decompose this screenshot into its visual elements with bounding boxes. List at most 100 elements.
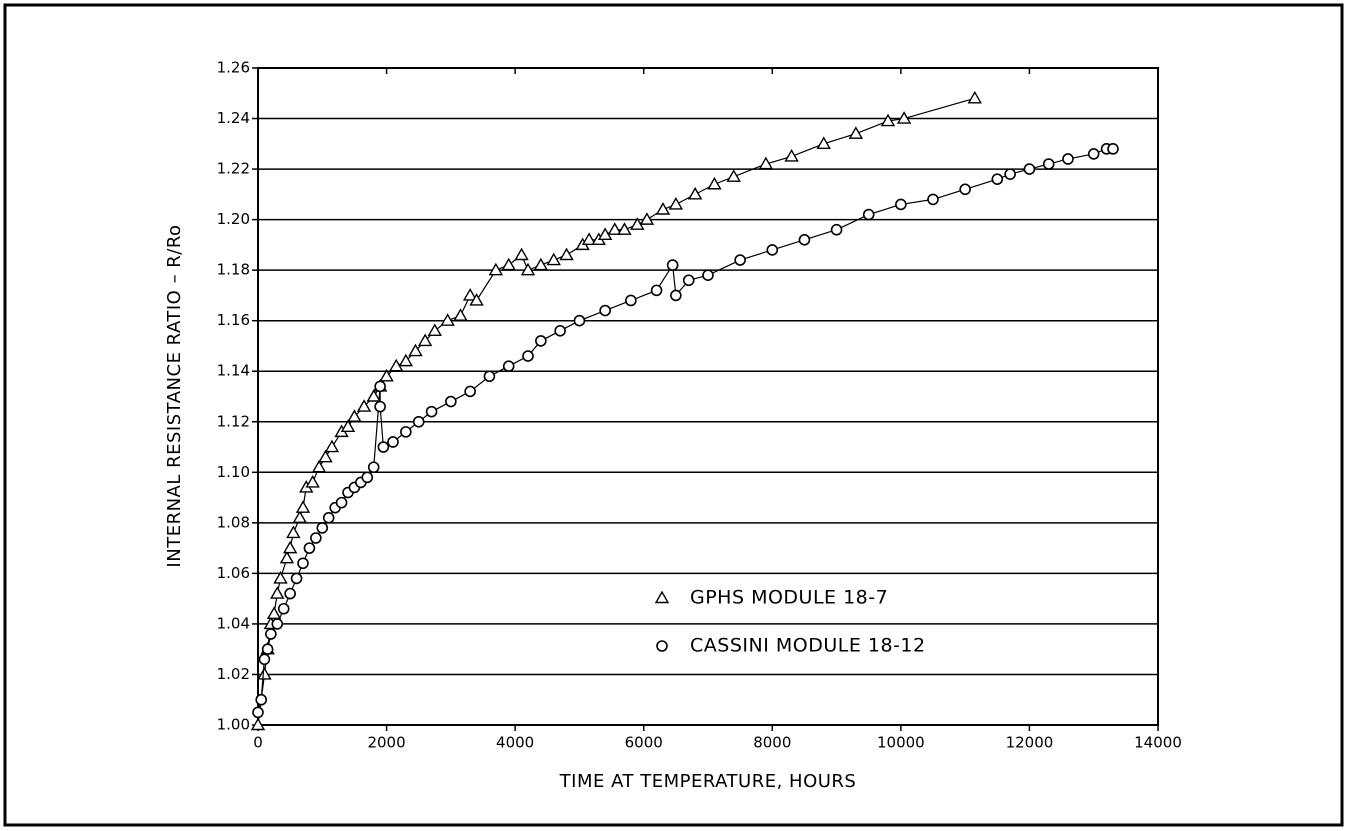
triangle-marker — [707, 176, 722, 190]
circle-marker — [862, 208, 875, 221]
circle-marker — [666, 259, 679, 271]
circle-marker — [387, 436, 399, 448]
triangle-marker — [324, 439, 340, 453]
circle-marker — [400, 426, 412, 438]
triangle-marker — [311, 459, 327, 473]
circle-marker — [670, 289, 682, 302]
circle-marker — [290, 572, 303, 585]
triangle-marker — [417, 333, 433, 347]
circle-marker — [377, 441, 390, 453]
circle-marker — [573, 314, 586, 327]
circle-marker — [959, 183, 971, 196]
triangle-marker — [546, 252, 561, 266]
circle-marker — [483, 370, 496, 383]
triangle-marker — [784, 149, 799, 162]
circle-marker — [265, 628, 277, 640]
circle-marker — [316, 522, 329, 534]
circle-marker — [412, 415, 425, 428]
circle-marker — [310, 532, 322, 544]
legend-entry: CASSINI MODULE 18-12 — [656, 635, 926, 657]
circle-marker — [361, 471, 374, 484]
legend-entry: GPHS MODULE 18-7 — [654, 587, 888, 609]
triangle-marker — [292, 510, 307, 523]
triangle-marker — [668, 197, 684, 210]
y-tick-label: 1.24 — [217, 109, 250, 127]
circle-marker — [374, 380, 386, 393]
circle-marker — [522, 350, 534, 362]
y-tick-label: 1.22 — [217, 160, 250, 178]
circle-marker — [656, 640, 668, 652]
triangle-marker — [514, 247, 529, 261]
plot-frame — [257, 67, 1159, 726]
triangle-marker — [639, 212, 655, 225]
y-tick-label: 1.20 — [217, 210, 250, 228]
circle-marker — [277, 602, 290, 615]
circle-marker — [1087, 148, 1100, 160]
circle-marker — [895, 198, 907, 211]
x-tick-label: 14000 — [1134, 734, 1182, 752]
page-frame — [3, 3, 1344, 827]
x-axis-title: TIME AT TEMPERATURE, HOURS — [559, 771, 857, 792]
x-tick-label: 6000 — [625, 734, 663, 752]
triangle-marker — [726, 169, 741, 182]
triangle-marker — [257, 667, 272, 680]
circle-marker — [798, 234, 811, 246]
y-tick-label: 1.00 — [217, 716, 250, 734]
y-axis-title: INTERNAL RESISTANCE RATIO – R/Ro — [164, 224, 185, 567]
circle-marker — [830, 223, 843, 236]
circle-marker — [1062, 153, 1074, 165]
triangle-marker — [758, 156, 774, 170]
x-tick-label: 4000 — [496, 734, 534, 752]
circle-marker — [682, 274, 695, 287]
circle-marker — [1023, 163, 1036, 175]
circle-marker — [927, 193, 939, 206]
triangle-marker — [379, 368, 394, 382]
triangle-marker — [462, 288, 478, 301]
circle-marker — [991, 173, 1004, 185]
triangle-marker — [687, 186, 703, 200]
triangle-marker — [654, 590, 670, 604]
triangle-marker — [250, 717, 266, 731]
circle-marker — [599, 304, 611, 317]
triangle-marker — [270, 586, 285, 599]
triangle-marker — [488, 262, 504, 276]
triangle-marker — [340, 419, 356, 433]
circle-marker — [252, 706, 264, 719]
x-tick-label: 12000 — [1006, 734, 1054, 752]
circle-marker — [303, 542, 316, 554]
triangle-marker — [356, 399, 372, 412]
x-tick-label: 10000 — [877, 734, 925, 752]
circle-marker — [1004, 168, 1016, 180]
y-tick-label: 1.08 — [217, 513, 250, 531]
x-tick-label: 2000 — [367, 734, 405, 752]
y-tick-label: 1.16 — [217, 311, 250, 329]
triangle-marker — [533, 257, 549, 271]
triangle-marker — [295, 500, 311, 513]
triangle-marker — [816, 136, 831, 150]
legend-label: CASSINI MODULE 18-12 — [690, 635, 926, 657]
triangle-marker — [273, 571, 288, 584]
y-tick-label: 1.18 — [217, 261, 250, 279]
triangle-marker — [967, 90, 982, 104]
circle-marker — [625, 294, 637, 307]
triangle-marker — [617, 222, 632, 235]
circle-marker — [766, 244, 779, 256]
y-tick-label: 1.26 — [217, 59, 250, 77]
y-tick-label: 1.14 — [217, 362, 250, 380]
circle-marker — [258, 653, 271, 666]
circle-marker — [554, 324, 566, 337]
triangle-marker — [848, 126, 864, 139]
triangle-marker — [469, 293, 484, 306]
circle-marker — [1042, 158, 1055, 170]
triangle-marker — [880, 113, 896, 127]
circle-marker — [322, 511, 335, 524]
y-tick-label: 1.12 — [217, 412, 250, 430]
circle-marker — [1107, 143, 1119, 155]
legend-label: GPHS MODULE 18-7 — [690, 587, 888, 609]
triangle-marker — [282, 540, 298, 554]
triangle-marker — [266, 606, 282, 620]
circle-marker — [650, 284, 663, 297]
y-tick-label: 1.06 — [217, 564, 250, 582]
circle-marker — [374, 400, 386, 413]
